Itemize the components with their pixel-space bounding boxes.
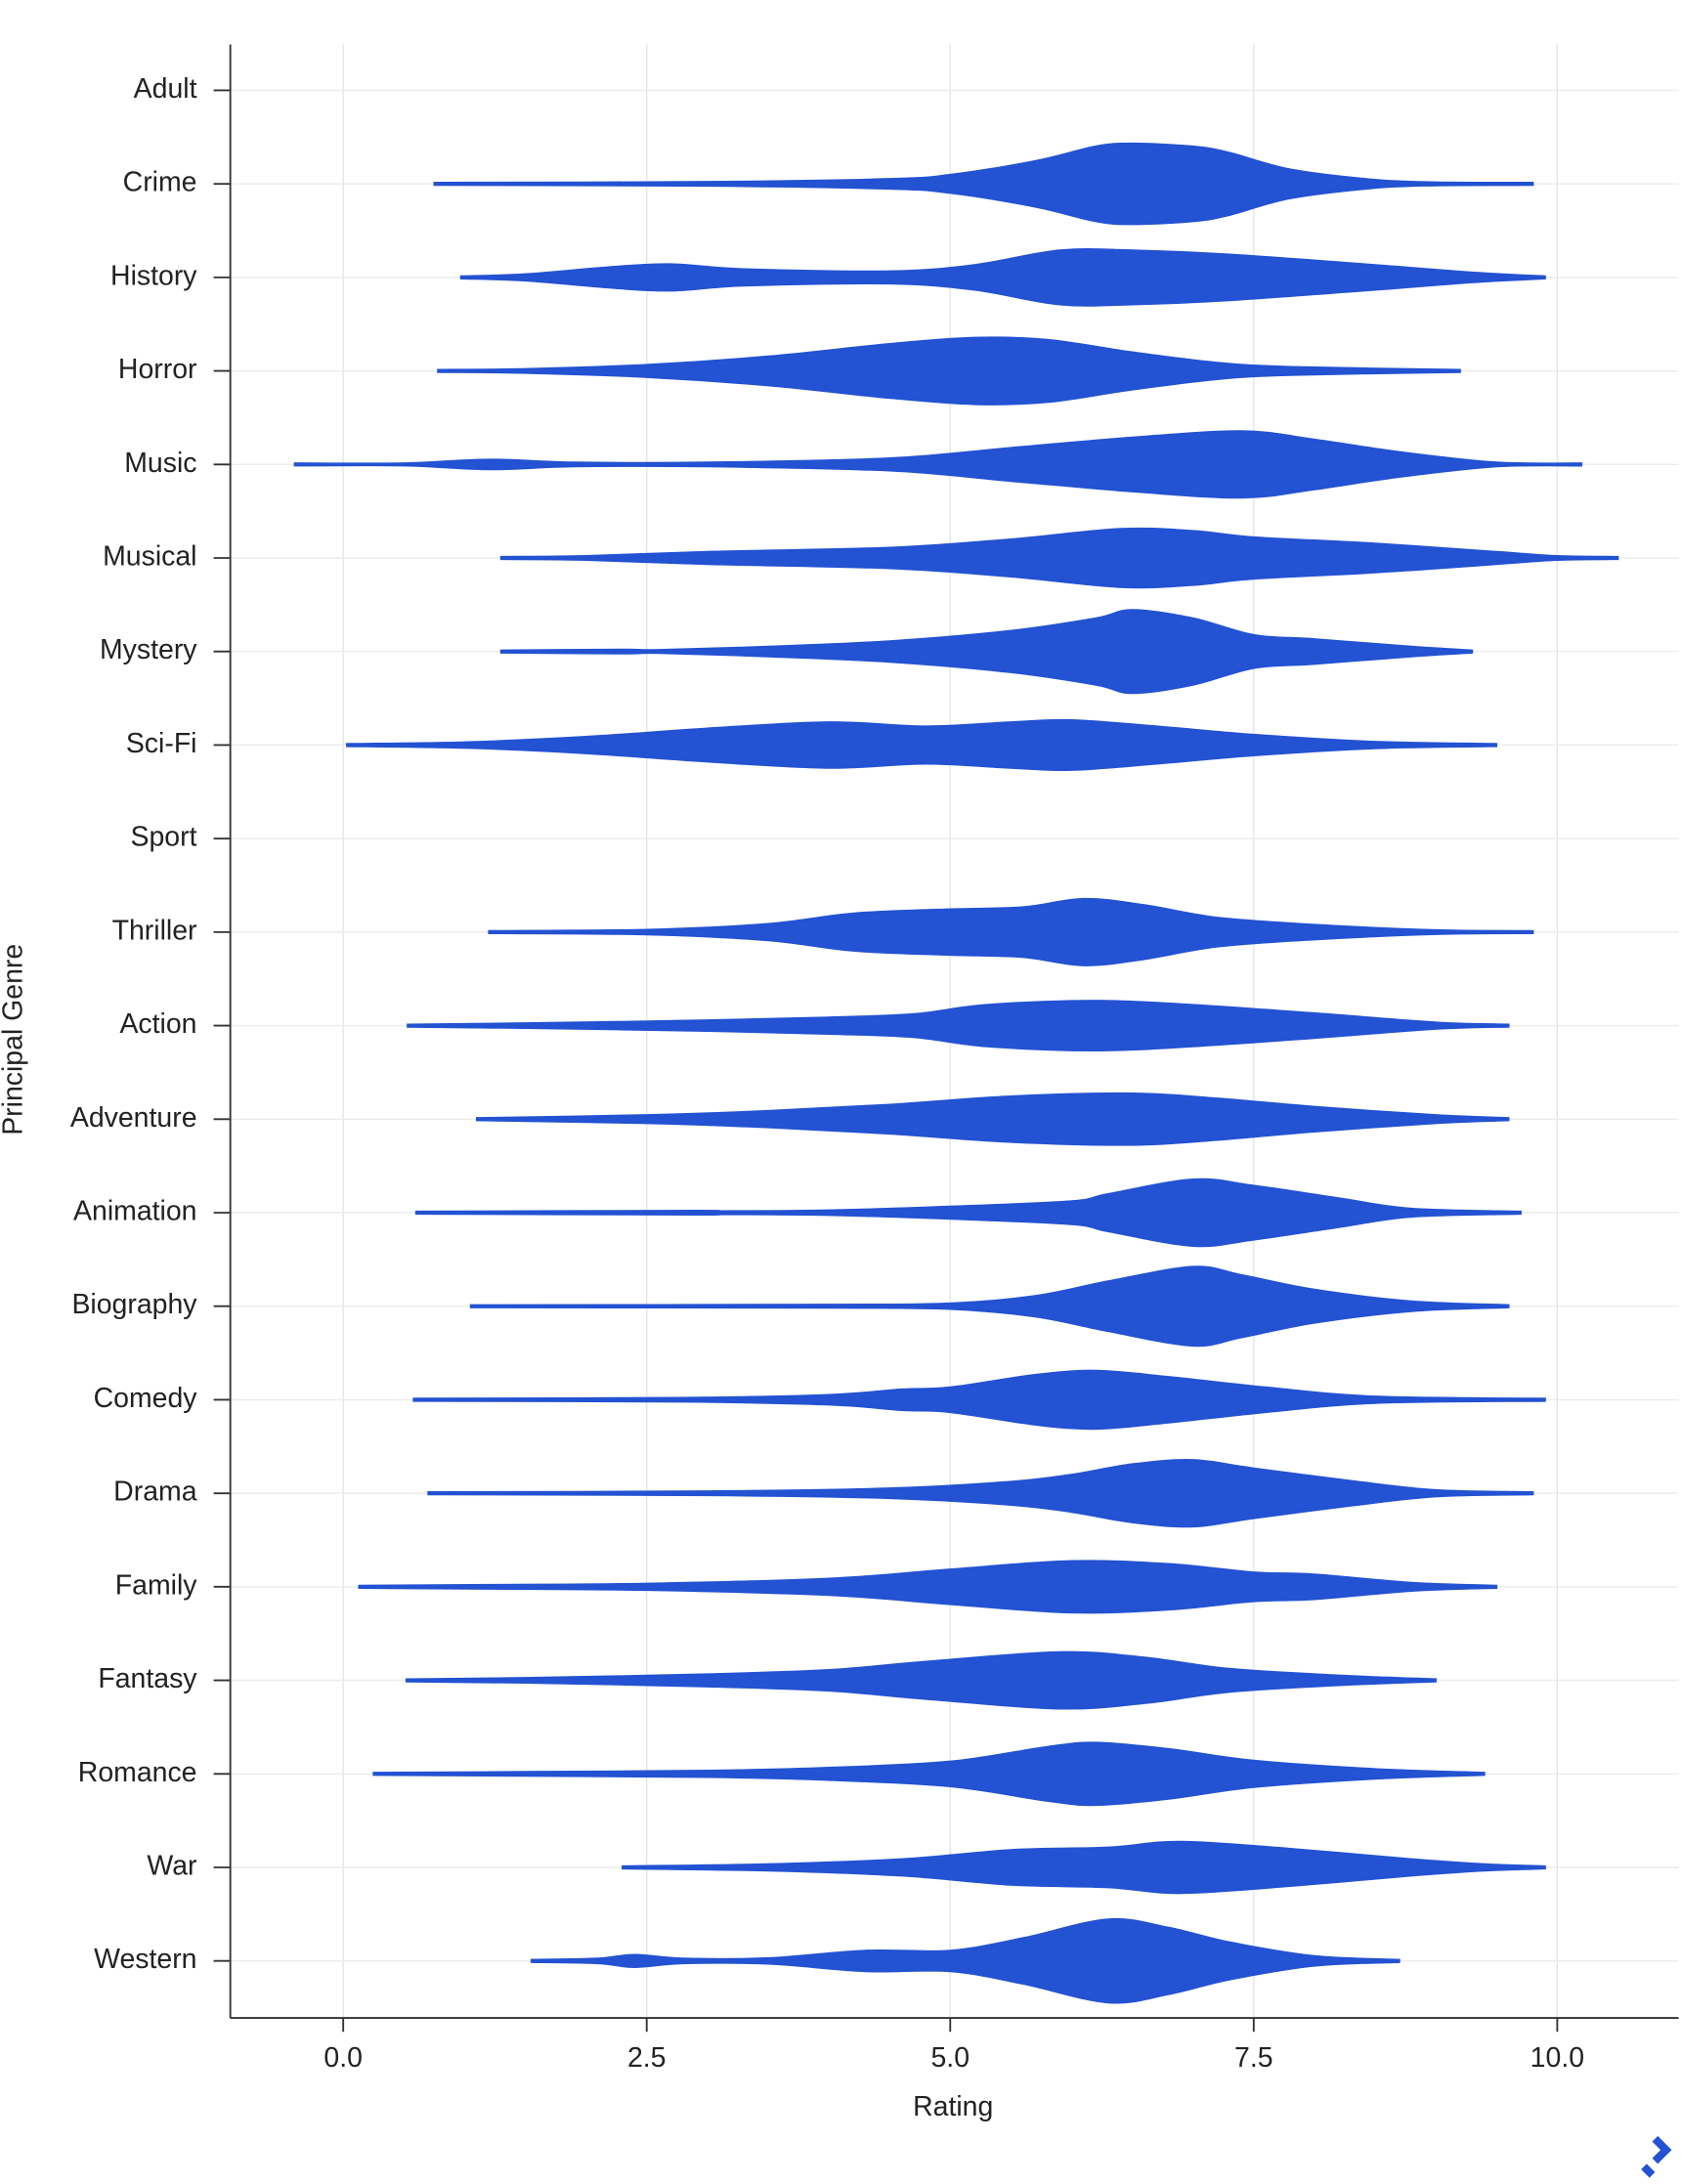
logo-mark — [1641, 2135, 1672, 2178]
y-tick-label: Crime — [123, 167, 197, 198]
y-tick-label: Musical — [103, 541, 196, 573]
y-tick-label: Western — [94, 1944, 196, 1975]
violin — [499, 527, 1619, 589]
violin — [427, 1459, 1534, 1528]
y-tick-label: Mystery — [100, 634, 197, 665]
y-tick-label: Biography — [71, 1289, 197, 1320]
y-tick-label: Family — [115, 1569, 198, 1601]
violin — [358, 1560, 1498, 1614]
violin — [293, 430, 1583, 499]
violin — [459, 248, 1546, 307]
violin — [346, 718, 1498, 772]
y-tick-label: Horror — [118, 354, 197, 385]
violin — [433, 142, 1534, 226]
x-tick-label: 10.0 — [1530, 2042, 1584, 2074]
violin — [405, 1650, 1437, 1710]
violin — [475, 1092, 1510, 1146]
violin — [414, 1178, 1522, 1248]
y-tick-label: Sport — [131, 822, 197, 853]
x-tick-label: 5.0 — [930, 2042, 970, 2074]
violin — [407, 1000, 1510, 1052]
y-tick-label: Thriller — [112, 915, 197, 946]
y-tick-label: Music — [124, 448, 196, 479]
violin — [437, 336, 1461, 406]
x-tick-label: 7.5 — [1234, 2042, 1273, 2074]
violin — [412, 1369, 1546, 1431]
y-tick-label: Sci-Fi — [126, 728, 197, 759]
y-tick-label: Animation — [73, 1196, 196, 1227]
y-tick-label: Action — [119, 1008, 196, 1040]
y-tick-label: Romance — [78, 1757, 197, 1788]
logo — [1641, 2135, 1672, 2178]
y-tick-label: Adult — [134, 73, 197, 105]
y-axis-label: Principal Genre — [0, 944, 29, 1135]
y-tick-label: History — [110, 260, 197, 291]
y-tick-label: Fantasy — [98, 1663, 197, 1694]
y-tick-label: War — [147, 1851, 196, 1882]
violin — [372, 1741, 1486, 1807]
violin — [499, 609, 1474, 695]
violins — [293, 142, 1619, 2004]
violin — [622, 1840, 1546, 1895]
y-tick-label: Adventure — [70, 1102, 197, 1134]
x-axis-label: Rating — [913, 2091, 993, 2122]
violin — [488, 897, 1534, 966]
y-tick-label: Comedy — [94, 1383, 198, 1414]
x-tick-label: 0.0 — [323, 2042, 363, 2074]
violin — [469, 1265, 1510, 1348]
violin — [530, 1917, 1401, 2004]
y-tick-label: Drama — [113, 1477, 197, 1508]
x-tick-label: 2.5 — [627, 2042, 667, 2074]
